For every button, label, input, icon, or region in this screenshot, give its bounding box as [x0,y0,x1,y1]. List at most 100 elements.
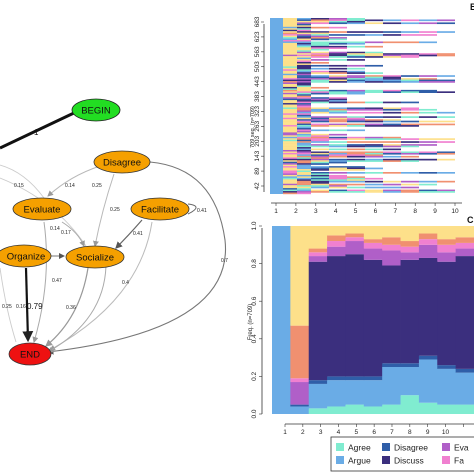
index-y-tick-label: 143 [254,150,261,161]
sequence-cell [297,144,311,146]
sequence-cell [283,73,297,76]
sequence-cell [311,111,329,114]
dist-segment-facilitate [308,252,328,257]
sequence-cell [297,57,311,60]
sequence-cell [311,48,329,51]
sequence-cell [311,75,329,77]
sequence-cell [297,170,311,173]
sequence-cell [437,180,455,183]
sequence-cell [329,166,347,168]
dist-segment-facilitate [327,241,346,247]
sequence-cell [347,19,365,22]
sequence-cell [283,44,297,47]
sequence-cell [283,82,297,85]
sequence-cell [329,19,347,22]
dist-segment-evaluate [327,246,346,257]
sequence-cell [297,88,311,91]
sequence-cell [311,41,329,44]
sequence-cell [311,182,329,184]
sequence-cell [347,59,365,61]
dist-segment-evaluate [455,248,474,257]
sequence-cell [297,107,311,110]
node-label-organize: Organize [7,252,46,263]
dist-segment-organize [290,325,310,379]
sequence-cell [419,78,437,80]
sequence-cell [419,54,437,57]
dist-segment-argue [363,380,383,407]
sequence-cell [311,101,329,104]
sequence-cell [365,79,383,82]
sequence-cell [297,161,311,164]
sequence-cell [311,31,329,33]
dist-x-tick-label: 1 [283,429,287,436]
edge-label-begin: 1 [34,128,39,137]
sequence-cell [311,35,329,38]
dist-segment-discuss [345,254,365,377]
sequence-cell [383,108,401,111]
index-y-tick-label: 263 [254,121,261,132]
sequence-cell [283,54,297,57]
index-x-tick-label: 7 [394,208,398,215]
sequence-cell [297,44,311,47]
sequence-cell [283,23,297,26]
sequence-cell [329,54,347,57]
sequence-cell [283,18,297,20]
dist-segment-disagree [327,376,346,381]
sequence-cell [401,78,419,80]
sequence-cell [311,56,329,58]
sequence-cell [419,189,437,192]
sequence-cell [437,31,455,33]
sequence-cell [365,123,383,126]
sequence-cell [383,31,401,33]
sequence-cell [297,82,311,85]
dist-segment-organize [382,237,401,245]
sequence-cell [311,158,329,161]
sequence-cell [383,81,401,83]
dist-segment-disagree [455,368,474,373]
legend-swatch [382,456,390,464]
sequence-cell [283,45,297,48]
sequence-cell [297,98,311,101]
sequence-cell [437,152,455,155]
sequence-cell [311,32,329,35]
sequence-cell [283,26,297,29]
sequence-cell [283,192,297,195]
dist-segment-organize [437,239,457,245]
sequence-cell [311,42,329,45]
edge-disagree-end-long [46,161,227,355]
sequence-cell [347,169,365,171]
sequence-cell [283,50,297,52]
sequence-cell [283,76,297,79]
dist-segment-socialize [327,226,346,236]
sequence-cell [297,94,311,96]
sequence-cell [419,41,437,44]
sequence-cell [311,172,329,174]
sequence-cell [419,108,437,111]
sequence-cell [283,147,297,149]
sequence-cell [329,133,347,136]
node-label-begin: BEGIN [81,106,111,117]
sequence-cell [283,67,297,70]
sequence-cell [283,152,297,155]
sequence-cell [297,25,311,27]
sequence-cell [297,103,311,105]
sequence-cell [383,125,401,127]
sequence-cell [347,176,365,179]
sequence-cell [329,31,347,33]
sequence-cell [437,75,455,77]
sequence-cell [419,111,437,114]
legend-label: Fa [454,456,464,466]
sequence-cell [365,125,383,127]
sequence-cell [437,151,455,154]
sequence-cell [383,76,401,79]
sequence-cell [311,151,329,154]
dist-x-ticks: 1 2 3 4 5 6 7 8 9 10 [283,424,464,436]
sequence-cell [365,89,383,92]
sequence-cell [329,161,347,164]
sequence-cell [283,29,297,32]
sequence-cell [311,148,329,151]
sequence-cell [329,78,347,80]
sequence-cell [437,22,455,25]
sequence-cell [283,158,297,161]
sequence-cell [365,136,383,139]
